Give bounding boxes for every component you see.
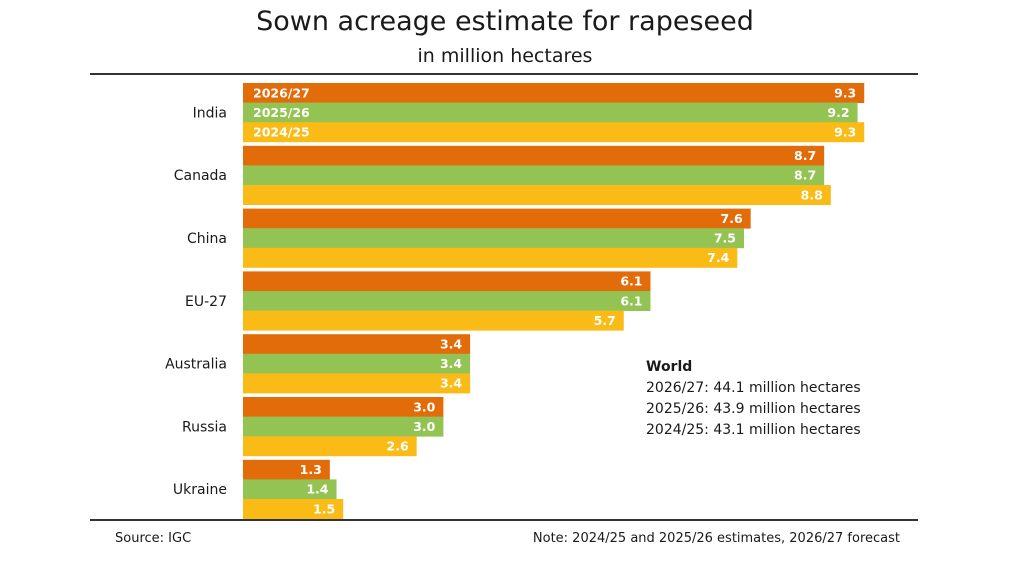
- bar: [243, 436, 417, 457]
- bar-group: Canada 8.7 8.7 8.8: [174, 145, 831, 205]
- bar: [243, 499, 344, 519]
- world-line: 2024/25: 43.1 million hectares: [646, 422, 861, 438]
- source-note: Source: IGC: [115, 531, 192, 546]
- category-label: EU-27: [185, 294, 227, 310]
- world-line: 2026/27: 44.1 million hectares: [646, 380, 861, 396]
- bar-value-label: 8.7: [794, 168, 816, 183]
- bar: [243, 145, 825, 166]
- bar-value-label: 1.4: [306, 482, 328, 497]
- bar-value-label: 2.6: [387, 439, 409, 454]
- bar: [243, 416, 444, 437]
- bar-group: Russia 3.0 3.0 2.6: [182, 397, 444, 457]
- category-label: Ukraine: [173, 482, 227, 498]
- top-rule: [90, 73, 918, 75]
- footnote: Note: 2024/25 and 2025/26 estimates, 202…: [532, 531, 900, 546]
- bar: [243, 353, 471, 374]
- category-label: Australia: [165, 357, 227, 373]
- bar: [243, 247, 738, 268]
- bar-value-label: 6.1: [620, 293, 642, 308]
- bar: [243, 228, 744, 249]
- legend-label: 2026/27: [253, 85, 310, 100]
- world-title: World: [646, 359, 693, 375]
- bar-value-label: 9.3: [834, 85, 856, 100]
- chart-title: Sown acreage estimate for rapeseed: [256, 6, 754, 37]
- bar-value-label: 8.7: [794, 148, 816, 163]
- bar-value-label: 5.7: [594, 313, 616, 328]
- category-label: Canada: [174, 168, 227, 184]
- legend-label: 2025/26: [253, 105, 310, 120]
- bar: [243, 271, 651, 292]
- bar: [243, 165, 825, 186]
- category-label: Russia: [182, 419, 227, 435]
- category-label: India: [193, 105, 227, 121]
- axis-line: [90, 519, 918, 521]
- bar-value-label: 7.5: [714, 231, 736, 246]
- bar: [243, 397, 444, 417]
- bar: [243, 208, 751, 229]
- bar-value-label: 6.1: [620, 274, 642, 289]
- bar-value-label: 9.2: [827, 105, 849, 120]
- bar-value-label: 3.0: [413, 419, 435, 434]
- bar: [243, 122, 865, 143]
- legend-label: 2024/25: [253, 125, 310, 140]
- bar: [243, 83, 865, 103]
- bar: [243, 102, 858, 123]
- bar: [243, 479, 337, 500]
- bar-value-label: 7.4: [707, 250, 729, 265]
- bar-value-label: 1.3: [300, 462, 322, 477]
- bar-value-label: 3.4: [440, 356, 462, 371]
- bar-group: Ukraine 1.3 1.4 1.5: [173, 459, 344, 519]
- world-line: 2025/26: 43.9 million hectares: [646, 401, 861, 417]
- world-totals: World 2026/27: 44.1 million hectares 202…: [646, 357, 861, 441]
- chart-subtitle: in million hectares: [417, 45, 593, 67]
- bar: [243, 185, 831, 205]
- bar-group: India 9.3 2026/27 9.2 2025/26 9.3 2024/25: [193, 83, 865, 143]
- bar: [243, 334, 471, 355]
- bar-value-label: 3.4: [440, 376, 462, 391]
- bar-value-label: 3.4: [440, 337, 462, 352]
- bar-group: China 7.6 7.5 7.4: [187, 208, 751, 268]
- bar: [243, 373, 471, 394]
- bar-value-label: 1.5: [313, 501, 335, 516]
- bar-group: EU-27 6.1 6.1 5.7: [185, 271, 651, 331]
- bar-group: Australia 3.4 3.4 3.4: [165, 334, 471, 394]
- bar-value-label: 9.3: [834, 125, 856, 140]
- bar: [243, 291, 651, 311]
- bar-value-label: 8.8: [801, 187, 823, 202]
- category-label: China: [187, 231, 227, 247]
- bar: [243, 310, 624, 331]
- bar: [243, 459, 330, 480]
- bar-value-label: 3.0: [413, 399, 435, 414]
- bar-value-label: 7.6: [721, 211, 743, 226]
